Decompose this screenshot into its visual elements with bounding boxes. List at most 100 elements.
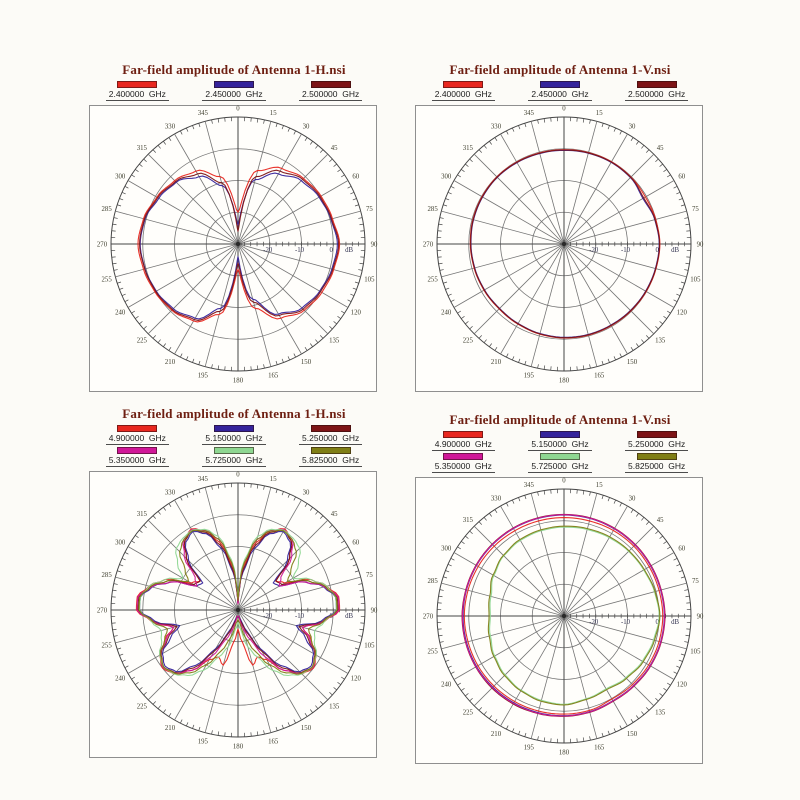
angle-minor-tick <box>121 659 126 662</box>
legend-label: 2.450000 GHz <box>202 89 266 101</box>
angle-minor-tick <box>340 310 345 314</box>
angle-minor-tick <box>119 287 124 290</box>
grid-spoke <box>127 609 239 674</box>
angle-label: 345 <box>524 110 535 117</box>
angle-label: 225 <box>463 709 474 716</box>
angle-label: 225 <box>463 337 474 344</box>
angle-minor-tick <box>457 174 462 178</box>
legend-item: 2.450000 GHz <box>186 81 283 101</box>
grid-spoke <box>204 609 239 733</box>
grid-spoke <box>473 615 565 707</box>
angle-minor-tick <box>655 698 659 702</box>
angle-minor-tick <box>582 118 585 123</box>
legend-item: 5.350000 GHz <box>89 447 186 467</box>
angle-minor-tick <box>310 343 313 347</box>
grid-spoke <box>530 615 565 739</box>
angle-minor-tick <box>636 513 639 517</box>
angle-minor-tick <box>589 491 591 496</box>
angle-label: 285 <box>428 578 439 585</box>
angle-minor-tick <box>489 343 492 347</box>
grid-spoke <box>237 180 349 245</box>
angle-minor-tick <box>340 676 345 680</box>
angle-minor-tick <box>192 491 195 496</box>
chart-cell-top-left-h-plane: Far-field amplitude of Antenna 1-H.nsi 2… <box>89 62 379 392</box>
angle-minor-tick <box>310 709 313 713</box>
angle-label: 60 <box>352 539 359 546</box>
legend-item: 4.900000 GHz <box>89 425 186 445</box>
angle-label: 255 <box>428 649 439 656</box>
angle-minor-tick <box>601 360 604 365</box>
grid-spoke <box>237 243 361 278</box>
angle-minor-tick <box>275 726 278 731</box>
legend-item: 2.400000 GHz <box>89 81 186 101</box>
grid-spoke <box>563 505 628 617</box>
angle-minor-tick <box>613 728 616 733</box>
angle-minor-tick <box>333 529 337 533</box>
angle-minor-tick <box>113 269 118 271</box>
legend-item: 4.900000 GHz <box>415 431 512 451</box>
angle-minor-tick <box>469 698 473 702</box>
center-dot <box>561 241 567 247</box>
angle-label: 0 <box>562 105 566 112</box>
angle-minor-tick <box>337 535 341 538</box>
angle-minor-tick <box>506 130 509 135</box>
polar-chart-svg: 0 15 30 45 60 75 90 105 120 135 150 165 180 195 210 225… <box>423 477 704 756</box>
center-dot <box>561 613 567 619</box>
angle-minor-tick <box>340 540 345 544</box>
series-curve-2.500000-GHz <box>470 149 661 339</box>
series-curve-5.825000-GHz <box>138 529 338 675</box>
angle-minor-tick <box>483 339 487 343</box>
legend-item: 2.450000 GHz <box>512 81 609 101</box>
grid-spoke <box>204 243 239 367</box>
angle-minor-tick <box>350 192 355 195</box>
angle-minor-tick <box>186 127 189 132</box>
angle-minor-tick <box>438 595 443 598</box>
angle-label: 300 <box>115 173 126 180</box>
legend-swatch <box>310 81 351 88</box>
grid-spoke <box>115 576 239 611</box>
grid-spoke <box>174 499 239 611</box>
angle-minor-tick <box>445 570 450 573</box>
angle-minor-tick <box>630 346 634 351</box>
angle-label: 315 <box>463 145 474 152</box>
angle-minor-tick <box>450 299 455 302</box>
legend-item: 2.500000 GHz <box>608 81 705 101</box>
angle-minor-tick <box>494 346 498 351</box>
chart-legend: 2.400000 GHz 2.450000 GHz 2.500000 GHz <box>415 81 705 103</box>
angle-minor-tick <box>163 141 166 145</box>
angle-label: 45 <box>331 145 338 152</box>
angle-minor-tick <box>655 326 659 330</box>
angle-minor-tick <box>113 583 118 585</box>
legend-label: 5.825000 GHz <box>625 461 689 473</box>
grid-spoke <box>563 582 687 617</box>
angle-minor-tick <box>139 529 143 533</box>
legend-swatch <box>213 81 254 88</box>
angle-minor-tick <box>329 692 333 696</box>
grid-spoke <box>127 180 239 245</box>
angle-minor-tick <box>152 149 156 153</box>
legend-swatch <box>213 425 254 432</box>
angle-minor-tick <box>139 687 143 691</box>
chart-title: Far-field amplitude of Antenna 1-H.nsi <box>122 62 346 77</box>
angle-minor-tick <box>680 576 685 579</box>
angle-minor-tick <box>537 119 539 124</box>
angle-label: 120 <box>351 675 362 682</box>
angle-minor-tick <box>524 495 527 500</box>
angle-minor-tick <box>469 530 473 534</box>
angle-minor-tick <box>333 163 337 167</box>
angle-label: 135 <box>655 709 666 716</box>
angle-minor-tick <box>655 530 659 534</box>
polar-plot-frame: 0 15 30 45 60 75 90 105 120 135 150 165 180 195 210 225… <box>89 105 378 392</box>
legend-label: 4.900000 GHz <box>105 433 169 445</box>
angle-minor-tick <box>673 186 678 189</box>
legend-swatch <box>539 81 580 88</box>
series-curve-5.350000-GHz <box>461 514 666 717</box>
angle-minor-tick <box>198 123 201 128</box>
angle-label: 135 <box>329 337 340 344</box>
chart-title: Far-field amplitude of Antenna 1-V.nsi <box>449 62 671 77</box>
angle-label: 195 <box>198 373 209 380</box>
angle-minor-tick <box>139 321 143 325</box>
angle-minor-tick <box>607 497 610 502</box>
angle-minor-tick <box>666 682 671 686</box>
legend-swatch <box>636 431 677 438</box>
